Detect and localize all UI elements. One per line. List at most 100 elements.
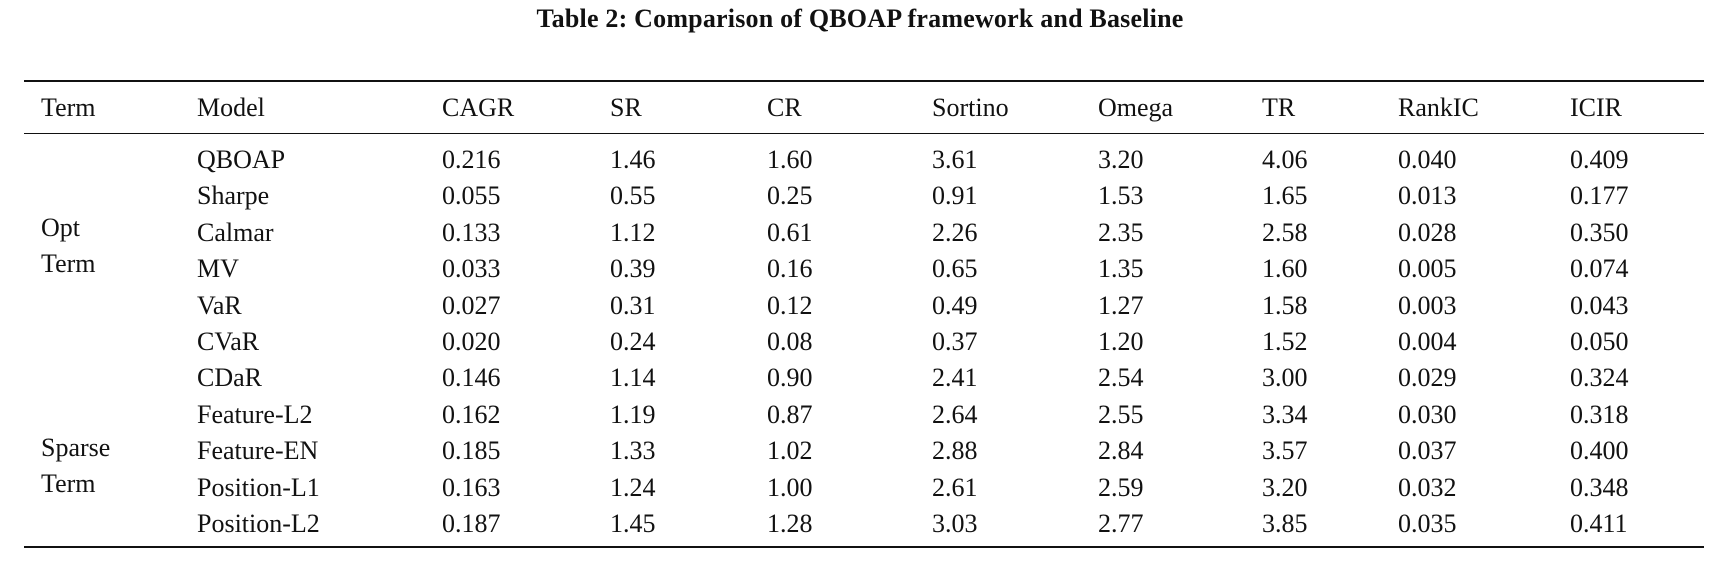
header-cagr: CAGR (442, 93, 515, 122)
cell-omega: 1.35 (1098, 254, 1144, 284)
group-label-opt-term: Term (41, 249, 96, 278)
cell-tr: 1.65 (1262, 181, 1308, 211)
cell-icir: 0.324 (1570, 363, 1629, 393)
cell-rankic: 0.028 (1398, 217, 1457, 247)
header-term: Term (41, 93, 96, 122)
header-sortino: Sortino (932, 93, 1009, 122)
cell-model: QBOAP (197, 145, 286, 174)
cell-cagr: 0.133 (442, 217, 501, 247)
cell-omega: 2.54 (1098, 363, 1144, 393)
cell-rankic: 0.040 (1398, 145, 1457, 174)
cell-cagr: 0.216 (442, 145, 501, 174)
cell-icir: 0.043 (1570, 290, 1629, 320)
cell-rankic: 0.013 (1398, 181, 1457, 211)
cell-rankic: 0.032 (1398, 472, 1457, 502)
header-sr: SR (610, 93, 642, 122)
header-model: Model (197, 93, 265, 122)
cell-rankic: 0.005 (1398, 254, 1457, 284)
header-omega: Omega (1098, 93, 1174, 122)
cell-sr: 1.12 (610, 217, 656, 247)
cell-cr: 0.08 (767, 327, 813, 356)
cell-cr: 0.90 (767, 363, 813, 393)
cell-sr: 0.55 (610, 181, 656, 211)
cell-sortino: 2.41 (932, 363, 978, 393)
cell-tr: 1.60 (1262, 254, 1308, 284)
table-top-rule (24, 80, 1704, 82)
cell-model: Sharpe (197, 181, 270, 211)
cell-sortino: 0.49 (932, 290, 978, 320)
cell-sr: 1.33 (610, 436, 656, 466)
header-tr: TR (1262, 93, 1296, 122)
cell-omega: 1.20 (1098, 327, 1144, 356)
cell-sortino: 0.91 (932, 181, 978, 211)
cell-cagr: 0.027 (442, 290, 501, 320)
cell-cr: 1.02 (767, 436, 813, 466)
cell-icir: 0.348 (1570, 472, 1629, 502)
cell-sr: 0.39 (610, 254, 656, 284)
cell-tr: 3.20 (1262, 472, 1308, 502)
cell-omega: 2.59 (1098, 472, 1144, 502)
cell-sortino: 0.65 (932, 254, 978, 284)
cell-sr: 1.14 (610, 363, 656, 393)
cell-model: VaR (197, 290, 242, 320)
table-bottom-rule (24, 546, 1704, 548)
group-label-sparse-term: Term (41, 469, 96, 498)
cell-sortino: 0.37 (932, 327, 978, 356)
header-rankic: RankIC (1398, 93, 1479, 122)
group-label-opt: Opt (41, 213, 80, 242)
cell-omega: 3.20 (1098, 145, 1144, 174)
cell-sortino: 3.61 (932, 145, 978, 174)
cell-cr: 1.00 (767, 472, 813, 502)
cell-icir: 0.400 (1570, 436, 1629, 466)
cell-icir: 0.350 (1570, 217, 1629, 247)
cell-sortino: 2.88 (932, 436, 978, 466)
cell-cagr: 0.146 (442, 363, 501, 393)
cell-sr: 1.45 (610, 509, 656, 538)
cell-model: CVaR (197, 327, 260, 356)
cell-cagr: 0.163 (442, 472, 501, 502)
cell-icir: 0.409 (1570, 145, 1629, 174)
cell-cr: 1.28 (767, 509, 813, 538)
cell-sr: 1.46 (610, 145, 656, 174)
table-header-rule (24, 133, 1704, 134)
cell-tr: 1.52 (1262, 327, 1308, 356)
cell-rankic: 0.003 (1398, 290, 1457, 320)
cell-icir: 0.411 (1570, 509, 1628, 538)
cell-model: Position-L1 (197, 472, 320, 502)
cell-rankic: 0.037 (1398, 436, 1457, 466)
cell-tr: 2.58 (1262, 217, 1308, 247)
cell-cagr: 0.055 (442, 181, 501, 211)
cell-tr: 1.58 (1262, 290, 1308, 320)
cell-sortino: 2.61 (932, 472, 978, 502)
cell-tr: 3.34 (1262, 399, 1308, 429)
cell-tr: 3.85 (1262, 509, 1308, 538)
cell-cagr: 0.187 (442, 509, 501, 538)
cell-model: Feature-EN (197, 436, 319, 466)
cell-rankic: 0.004 (1398, 327, 1457, 356)
table-caption: Table 2: Comparison of QBOAP framework a… (536, 4, 1184, 33)
cell-model: Calmar (197, 217, 274, 247)
cell-cr: 0.61 (767, 217, 813, 247)
cell-icir: 0.177 (1570, 181, 1629, 211)
cell-omega: 2.84 (1098, 436, 1144, 466)
cell-tr: 3.57 (1262, 436, 1308, 466)
header-icir: ICIR (1570, 93, 1622, 122)
cell-model: MV (197, 254, 239, 284)
cell-icir: 0.318 (1570, 399, 1629, 429)
cell-model: Feature-L2 (197, 399, 313, 429)
cell-rankic: 0.030 (1398, 399, 1457, 429)
cell-sr: 1.19 (610, 399, 656, 429)
cell-sr: 0.24 (610, 327, 656, 356)
cell-tr: 4.06 (1262, 145, 1308, 174)
cell-cagr: 0.033 (442, 254, 501, 284)
cell-omega: 2.77 (1098, 509, 1144, 538)
cell-cr: 0.16 (767, 254, 813, 284)
cell-model: CDaR (197, 363, 262, 393)
cell-sr: 1.24 (610, 472, 656, 502)
cell-icir: 0.050 (1570, 327, 1629, 356)
cell-sortino: 2.64 (932, 399, 978, 429)
cell-sortino: 2.26 (932, 217, 978, 247)
cell-cagr: 0.185 (442, 436, 501, 466)
cell-icir: 0.074 (1570, 254, 1629, 284)
cell-omega: 2.35 (1098, 217, 1144, 247)
